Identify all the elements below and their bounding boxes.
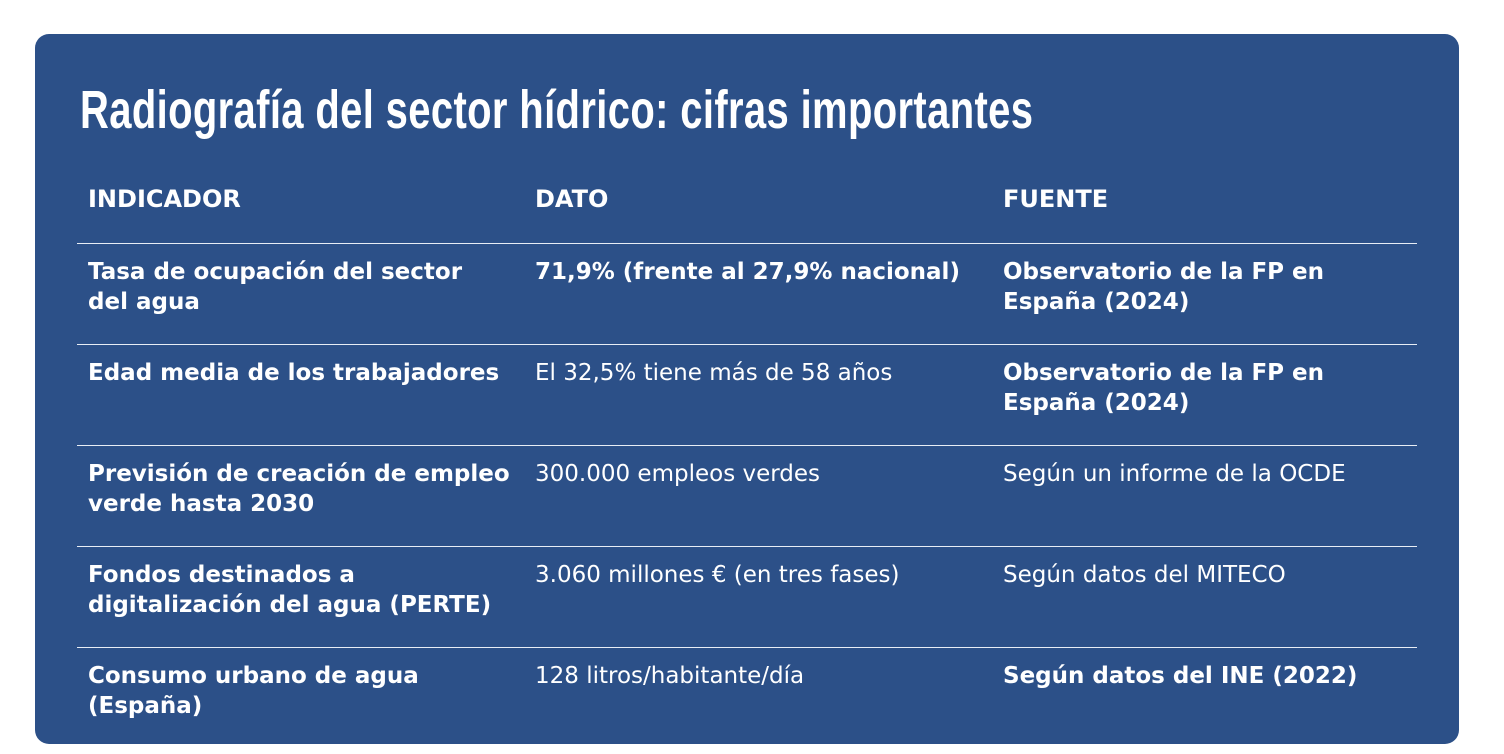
table: INDICADOR DATO FUENTE Tasa de ocupación de… bbox=[77, 179, 1417, 748]
table-cell: Edad media de los trabajadores bbox=[77, 344, 524, 446]
table-row: Edad media de los trabajadores El 32,5% t… bbox=[77, 344, 1417, 446]
table-row: Previsión de creación de empleo verde ha… bbox=[77, 445, 1417, 547]
table-cell: Previsión de creación de empleo verde ha… bbox=[77, 445, 524, 547]
panel: Radiografía del sector hídrico: cifras i… bbox=[35, 34, 1459, 748]
table-row: Fondos destinados a digitalización del a… bbox=[77, 546, 1417, 648]
table-cell: Tasa de ocupación del sector del agua bbox=[77, 243, 524, 345]
table-cell: 300.000 empleos verdes bbox=[524, 445, 992, 547]
header-row: INDICADOR DATO FUENTE bbox=[77, 179, 1417, 244]
header-cell: DATO bbox=[535, 185, 609, 213]
table-cell: 128 litros/habitante/día bbox=[524, 647, 992, 748]
table-cell: Fondos destinados a digitalización del a… bbox=[77, 546, 524, 648]
table-cell: Observatorio de la FP en España (2024) bbox=[992, 344, 1417, 446]
table-cell: 3.060 millones € (en tres fases) bbox=[524, 546, 992, 648]
table-row: Consumo urbano de agua (España) 128 litro… bbox=[77, 647, 1417, 748]
table-cell: Según datos del INE (2022) bbox=[992, 647, 1417, 748]
table-cell: Observatorio de la FP en España (2024) bbox=[992, 243, 1417, 345]
table-cell: 71,9% (frente al 27,9% nacional) bbox=[524, 243, 992, 345]
table-cell: Consumo urbano de agua (España) bbox=[77, 647, 524, 748]
table-cell: Según datos del MITECO bbox=[992, 546, 1417, 648]
table-row: Tasa de ocupación del sector del agua 71,… bbox=[77, 243, 1417, 345]
header-cell: INDICADOR bbox=[88, 185, 241, 213]
header-cell: FUENTE bbox=[1003, 185, 1109, 213]
table-cell: Según un informe de la OCDE bbox=[992, 445, 1417, 547]
table-cell: El 32,5% tiene más de 58 años bbox=[524, 344, 992, 446]
title: Radiografía del sector hídrico: cifras i… bbox=[80, 80, 1034, 140]
